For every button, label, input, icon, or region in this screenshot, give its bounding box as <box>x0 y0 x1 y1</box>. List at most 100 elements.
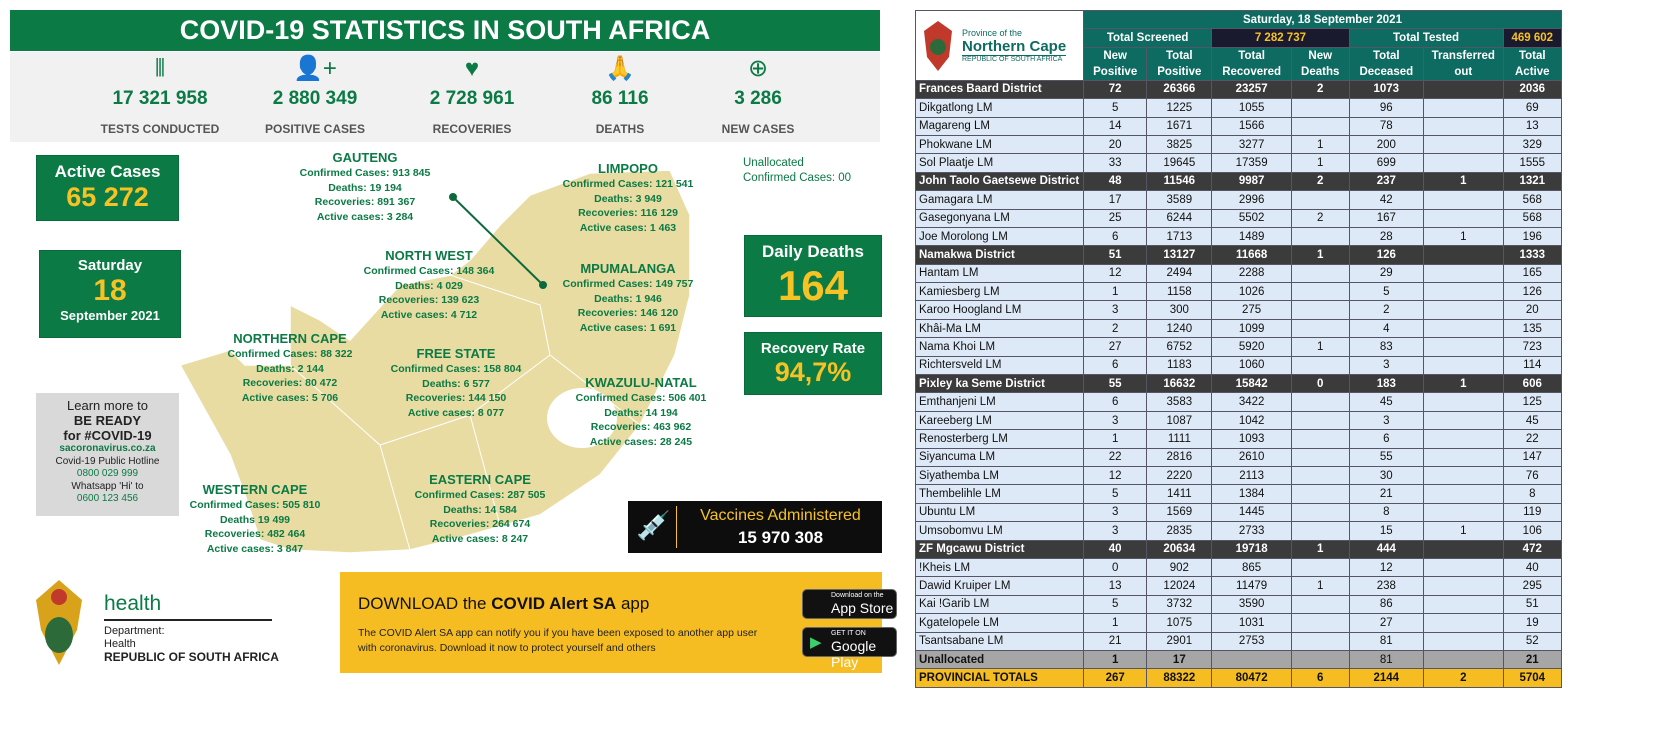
row-name: PROVINCIAL TOTALS <box>915 668 1084 688</box>
download-app-banner: DOWNLOAD the COVID Alert SA app The COVI… <box>340 572 897 673</box>
cell <box>1423 318 1504 339</box>
cell <box>1423 208 1504 228</box>
cell: 11668 <box>1211 245 1292 265</box>
stat-label: POSITIVE CASES <box>264 122 366 136</box>
cell <box>1423 649 1504 670</box>
cell: 3589 <box>1146 190 1213 210</box>
app-name: COVID Alert SA <box>491 594 617 613</box>
cell: 2610 <box>1211 447 1292 467</box>
cell: 1099 <box>1211 318 1292 339</box>
cell <box>1423 263 1504 284</box>
stat-new-cases: ⊕ 3 286 NEW CASES <box>678 52 838 136</box>
province-stat: Active cases: 5 706 <box>241 391 339 404</box>
cell: 25 <box>1082 208 1148 228</box>
table-row: Hantam LM 12 2494 2288 29 165 <box>915 263 1563 284</box>
cell: 3583 <box>1146 392 1213 412</box>
total-screened-label: Total Screened <box>1082 28 1213 48</box>
cell: 1 <box>1082 649 1148 670</box>
cell <box>1423 613 1504 633</box>
gplay-small: GET IT ON <box>831 630 866 637</box>
cell: 20 <box>1502 300 1563 320</box>
province-limpopo: LIMPOPO Confirmed Cases: 121 541 Deaths: 3… <box>553 160 703 235</box>
cell: 1026 <box>1211 282 1292 302</box>
date-day: Saturday <box>77 257 143 274</box>
cell: 865 <box>1211 557 1292 578</box>
logo-line2: Northern Cape <box>962 37 1067 55</box>
cell: 1 <box>1290 134 1350 155</box>
unallocated-row: Unallocated 1 17 81 21 <box>915 649 1563 670</box>
app-store-button[interactable]: Download on the App Store <box>802 589 897 619</box>
province-stat: Deaths: 2 144 <box>256 362 324 375</box>
cell: 2144 <box>1348 668 1425 688</box>
cell: 300 <box>1146 300 1213 320</box>
row-name: Umsobomvu LM <box>915 521 1084 541</box>
cell: 1240 <box>1146 318 1213 339</box>
cell: 902 <box>1146 557 1213 578</box>
cell <box>1423 355 1504 376</box>
cell <box>1290 116 1350 136</box>
cell: 4 <box>1348 318 1425 339</box>
table-row: Umsobomvu LM 3 2835 2733 15 1 106 <box>915 521 1563 541</box>
cell: 12024 <box>1146 576 1213 596</box>
cell: 2113 <box>1211 465 1292 486</box>
cell: 1 <box>1290 245 1350 265</box>
province-name: EASTERN CAPE <box>429 472 531 487</box>
table-row: Khâi-Ma LM 2 1240 1099 4 135 <box>915 318 1563 339</box>
province-name: NORTH WEST <box>385 248 473 263</box>
cell: 13 <box>1502 116 1563 136</box>
province-stat: Recoveries: 891 367 <box>314 196 416 208</box>
stat-tests-conducted: ⫴ 17 321 958 TESTS CONDUCTED <box>80 52 240 136</box>
stat-value: 86 116 <box>591 88 649 109</box>
row-name: Siyancuma LM <box>915 447 1084 467</box>
cell: 78 <box>1348 116 1425 136</box>
cell: 1 <box>1423 374 1504 394</box>
column-header: New Positive <box>1082 46 1148 81</box>
district-row: John Taolo Gaetsewe District 48 11546 9987 2… <box>915 171 1563 192</box>
province-stat: Active cases: 28 245 <box>589 435 693 448</box>
cell: 2 <box>1290 79 1350 100</box>
cell: 3 <box>1082 300 1148 320</box>
province-stat: Confirmed Cases: 913 845 <box>299 167 431 179</box>
cell <box>1423 153 1504 173</box>
cell: 5 <box>1082 98 1148 118</box>
row-name: !Kheis LM <box>915 557 1084 578</box>
cell: 5 <box>1082 484 1148 504</box>
cell <box>1423 98 1504 118</box>
table-date: Saturday, 18 September 2021 <box>1083 9 1562 30</box>
cell: 1569 <box>1146 502 1213 523</box>
row-name: Unallocated <box>915 649 1084 670</box>
cell: 17 <box>1082 190 1148 210</box>
test-tubes-icon: ⫴ <box>154 55 166 82</box>
logo-line3: REPUBLIC OF SOUTH AFRICA <box>962 54 1067 63</box>
download-description: The COVID Alert SA app can notify you if… <box>358 627 758 654</box>
google-play-button[interactable]: ▶ GET IT ON Google Play <box>802 627 897 670</box>
cell: 6 <box>1082 355 1148 376</box>
website-link[interactable]: sacoronavirus.co.za <box>59 443 156 454</box>
cell: 9987 <box>1211 171 1292 192</box>
hotline-number[interactable]: 0800 029 999 <box>76 468 139 479</box>
cell <box>1423 539 1504 559</box>
cell: 126 <box>1348 245 1425 265</box>
cell: 1073 <box>1348 79 1425 100</box>
column-header: Total Positive <box>1146 46 1213 81</box>
department-name: Department: Health REPUBLIC OF SOUTH AFR… <box>104 625 279 664</box>
row-name: ZF Mgcawu District <box>915 539 1084 559</box>
cell: 6244 <box>1146 208 1213 228</box>
cell: 2 <box>1290 208 1350 228</box>
table-row: Kamiesberg LM 1 1158 1026 5 126 <box>915 282 1563 302</box>
cell <box>1290 98 1350 118</box>
vaccines-value: 15 970 308 <box>737 528 824 547</box>
province-stat: Recoveries: 139 623 <box>378 294 480 306</box>
cell: 1183 <box>1146 355 1213 376</box>
total-tested-value: 469 602 <box>1502 28 1563 48</box>
whatsapp-number[interactable]: 0600 123 456 <box>76 493 139 504</box>
cell <box>1290 447 1350 467</box>
cell <box>1290 594 1350 615</box>
province-stat: Confirmed Cases: 158 804 <box>390 363 522 375</box>
province-stat: Confirmed Cases: 505 810 <box>189 499 321 511</box>
row-name: Emthanjeni LM <box>915 392 1084 412</box>
praying-hands-icon: 🙏 <box>605 55 635 82</box>
table-row: Emthanjeni LM 6 3583 3422 45 125 <box>915 392 1563 412</box>
cell: 237 <box>1348 171 1425 192</box>
cell: 3732 <box>1146 594 1213 615</box>
